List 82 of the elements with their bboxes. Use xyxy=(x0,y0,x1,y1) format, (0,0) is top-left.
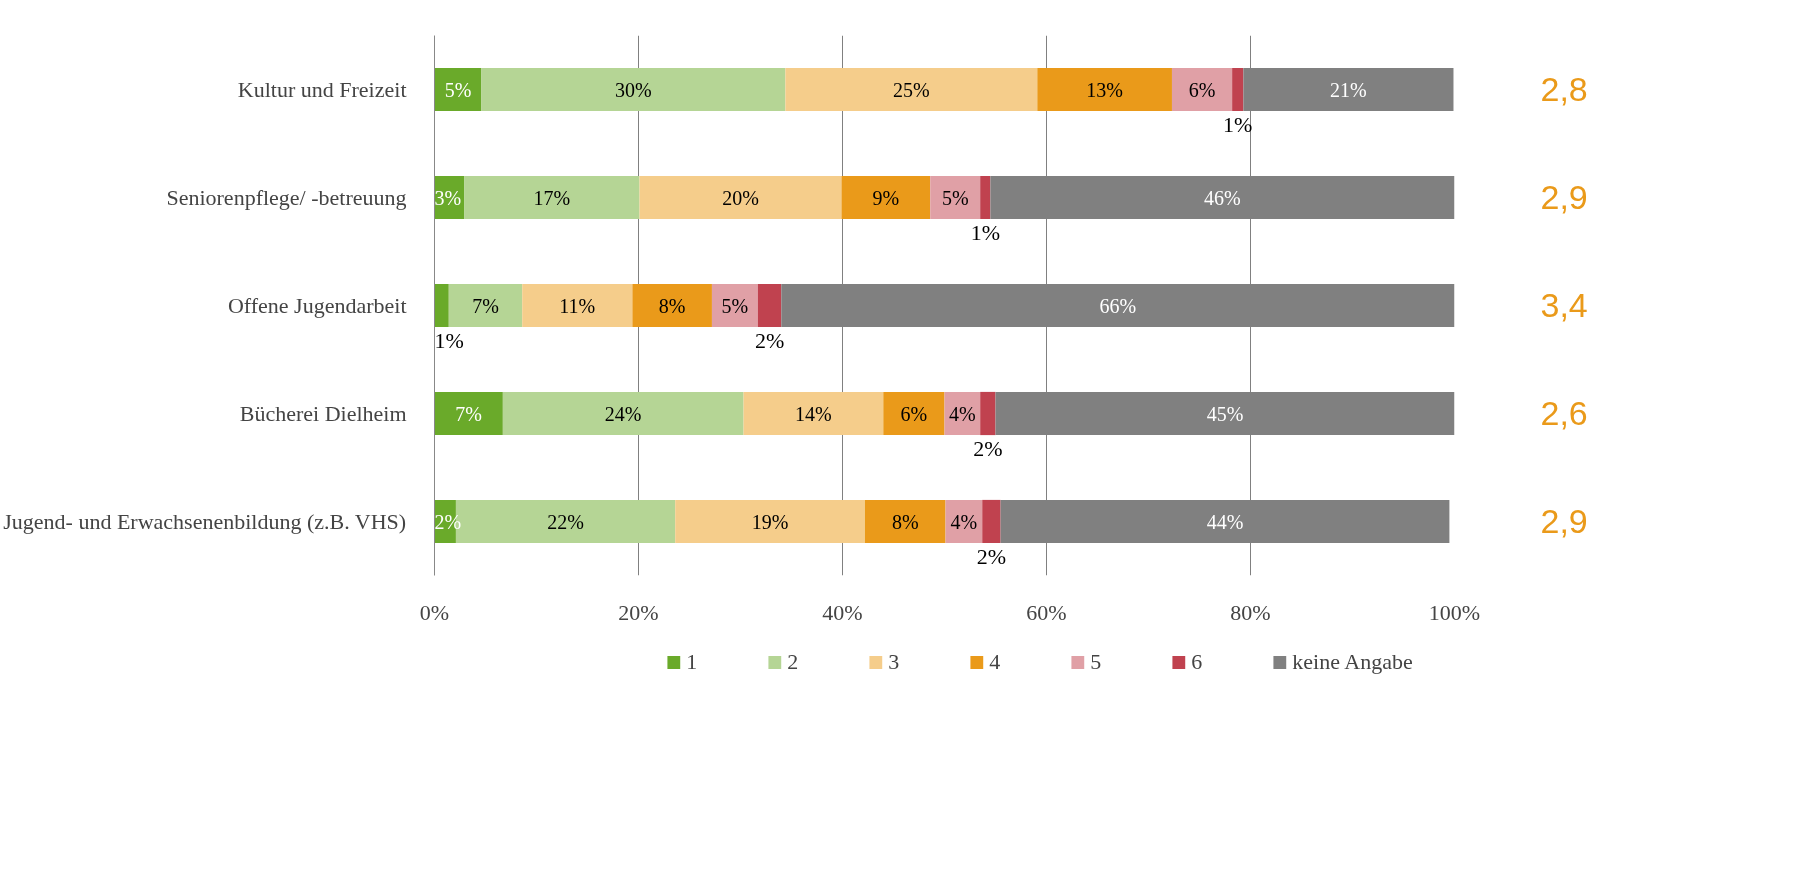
bar xyxy=(1232,67,1244,112)
x-tick-label: 40% xyxy=(822,599,863,625)
bar xyxy=(980,391,996,436)
legend-label: keine Angabe xyxy=(1292,649,1413,675)
y-tick-label: Kultur und Freizeit xyxy=(237,77,407,102)
data-label: 44% xyxy=(1206,510,1244,533)
data-label: 9% xyxy=(872,186,900,209)
bar xyxy=(1037,67,1172,112)
bar xyxy=(434,391,503,436)
bar xyxy=(980,175,991,220)
data-label: 3% xyxy=(434,186,462,209)
bar xyxy=(464,175,640,220)
data-label: 66% xyxy=(1099,294,1137,317)
legend-label: 2 xyxy=(787,649,800,675)
bar xyxy=(711,283,758,328)
bar xyxy=(1171,67,1233,112)
data-label: 5% xyxy=(721,294,749,317)
x-tick-label: 100% xyxy=(1428,599,1481,625)
data-label: 20% xyxy=(722,186,759,209)
data-label: 13% xyxy=(1086,78,1123,101)
data-label: 2% xyxy=(434,510,462,533)
bar xyxy=(757,283,782,328)
data-label: 6% xyxy=(1188,78,1216,101)
y-tick-label: Offene Jugendarbeit xyxy=(227,293,407,318)
data-label: 1% xyxy=(434,327,464,353)
bar xyxy=(743,391,884,436)
data-label: 14% xyxy=(795,402,832,425)
bar xyxy=(841,175,931,220)
data-label: 4% xyxy=(949,402,976,425)
data-label: 5% xyxy=(444,78,472,101)
bar xyxy=(522,283,633,328)
bar xyxy=(434,283,449,328)
bar xyxy=(982,499,1001,544)
data-label: 19% xyxy=(751,510,789,533)
data-label: 1% xyxy=(1223,111,1253,137)
y-tick-label: Jugend- und Erwachsenenbildung (z.B. VHS) xyxy=(3,509,407,534)
bar xyxy=(930,175,981,220)
bar xyxy=(785,67,1038,112)
bar xyxy=(481,67,786,112)
data-label: 25% xyxy=(893,78,930,101)
bar xyxy=(864,499,946,544)
text: 2,9 xyxy=(1540,178,1588,216)
legend-label: 6 xyxy=(1191,649,1204,675)
bar xyxy=(675,499,865,544)
bar xyxy=(883,391,945,436)
data-label: 4% xyxy=(950,510,978,533)
x-tick-label: 0% xyxy=(419,599,450,625)
data-label: 8% xyxy=(891,510,919,533)
data-label: 7% xyxy=(455,402,483,425)
data-label: 17% xyxy=(533,186,571,209)
text: 3,4 xyxy=(1540,286,1588,324)
legend-label: 1 xyxy=(686,649,699,675)
x-tick-label: 80% xyxy=(1230,599,1271,625)
text: 2,6 xyxy=(1540,394,1588,432)
text: 2,9 xyxy=(1540,502,1588,540)
x-tick-label: 20% xyxy=(618,599,659,625)
data-label: 5% xyxy=(941,186,969,209)
data-label: 22% xyxy=(547,510,584,533)
data-label: 11% xyxy=(559,294,596,317)
bar xyxy=(639,175,842,220)
data-label: 30% xyxy=(615,78,652,101)
data-label: 2% xyxy=(754,327,785,353)
y-tick-label: Seniorenpflege/ -betreuung xyxy=(166,185,407,210)
data-label: 46% xyxy=(1204,186,1241,209)
data-label: 2% xyxy=(973,435,1003,461)
text: 2,8 xyxy=(1540,70,1588,108)
data-label: 7% xyxy=(472,294,499,317)
data-label: 8% xyxy=(658,294,686,317)
legend-label: 5 xyxy=(1090,649,1103,675)
data-label: 1% xyxy=(970,219,1000,245)
data-label: 21% xyxy=(1330,78,1367,101)
bar xyxy=(448,283,523,328)
bar xyxy=(502,391,744,436)
data-label: 24% xyxy=(604,402,642,425)
data-label: 2% xyxy=(976,543,1007,569)
data-label: 45% xyxy=(1206,402,1244,425)
legend-label: 4 xyxy=(989,649,1002,675)
data-label: 6% xyxy=(900,402,928,425)
legend-label: 3 xyxy=(888,649,901,675)
bar xyxy=(632,283,712,328)
y-tick-label: Bücherei Dielheim xyxy=(239,401,407,426)
x-tick-label: 60% xyxy=(1026,599,1067,625)
